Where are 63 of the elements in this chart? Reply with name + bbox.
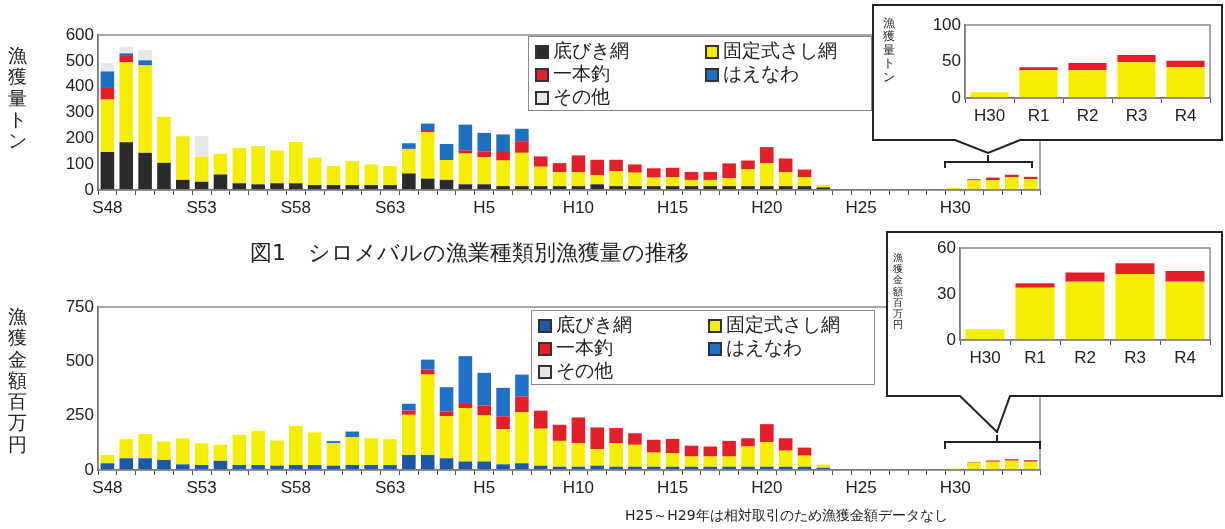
x-tick-label: R2: [1076, 105, 1099, 125]
x-tick-label: H10: [562, 197, 595, 217]
x-tick-label: H15: [657, 197, 689, 217]
x-tick-label: S48: [92, 197, 123, 217]
y-tick-label: 100: [65, 153, 94, 173]
y-tick-label: 60: [937, 237, 956, 257]
y-tick-label: 500: [65, 351, 94, 371]
legend-label: その他: [552, 85, 611, 108]
x-tick-label: R1: [1027, 105, 1050, 125]
y-tick-label: 600: [65, 24, 94, 44]
y-tick-label: 200: [65, 128, 94, 148]
y-axis-title: 漁獲金額百万円: [893, 252, 904, 331]
x-tick-label: H5: [473, 197, 496, 217]
x-tick-label: H30: [969, 347, 1001, 367]
x-tick-label: R3: [1124, 347, 1146, 367]
y-tick-label: 250: [65, 405, 94, 425]
x-tick-label: R3: [1125, 105, 1148, 125]
text: H25～H29年は相対取引のため漁獲金額データなし: [625, 507, 948, 525]
x-tick-label: H30: [939, 477, 971, 497]
x-tick-label: R4: [1174, 347, 1196, 367]
y-tick-label: 750: [65, 296, 94, 316]
x-tick-label: S63: [374, 197, 406, 217]
x-tick-label: H15: [657, 477, 689, 497]
x-tick-label: H20: [751, 477, 783, 497]
text: 図1 シロメバルの漁業種類別漁獲量の推移: [250, 239, 689, 267]
legend-label: はえなわ: [722, 62, 800, 85]
x-tick-label: H25: [845, 197, 877, 217]
y-tick-label: 0: [946, 329, 956, 349]
y-axis-title: 漁獲量トン: [8, 44, 28, 152]
x-tick-label: R1: [1024, 347, 1046, 367]
x-tick-label: H20: [751, 197, 783, 217]
x-tick-label: H25: [845, 477, 877, 497]
y-tick-label: 0: [951, 87, 961, 107]
x-tick-label: R2: [1074, 347, 1096, 367]
y-tick-label: 300: [65, 102, 94, 122]
y-tick-label: 0: [84, 459, 94, 479]
legend-label: 一本釣: [555, 336, 614, 359]
legend-label: その他: [555, 359, 614, 382]
legend-label: 一本釣: [552, 62, 611, 85]
y-tick-label: 50: [942, 51, 961, 71]
x-tick-label: S53: [186, 197, 217, 217]
y-tick-label: 30: [937, 283, 956, 303]
legend-label: 底びき網: [552, 39, 630, 62]
y-axis-title: 漁獲金額百万円: [8, 305, 28, 455]
x-tick-label: S58: [280, 477, 311, 497]
x-tick-label: S53: [186, 477, 217, 497]
y-tick-label: 400: [65, 76, 94, 96]
x-tick-label: R4: [1174, 105, 1197, 125]
legend-label: はえなわ: [725, 336, 803, 359]
x-tick-label: S58: [280, 197, 311, 217]
y-tick-label: 100: [932, 14, 961, 34]
legend-label: 固定式さし網: [722, 39, 838, 62]
x-tick-label: S48: [92, 477, 123, 497]
x-tick-label: H30: [973, 105, 1006, 125]
legend-label: 固定式さし網: [725, 313, 841, 336]
x-tick-label: H10: [562, 477, 595, 497]
legend-label: 底びき網: [555, 313, 633, 336]
x-tick-label: H5: [473, 477, 496, 497]
y-axis-title: 漁獲量トン: [883, 16, 896, 85]
x-tick-label: H30: [939, 197, 971, 217]
x-tick-label: S63: [374, 477, 406, 497]
y-tick-label: 0: [84, 179, 94, 199]
y-tick-label: 500: [65, 50, 94, 70]
